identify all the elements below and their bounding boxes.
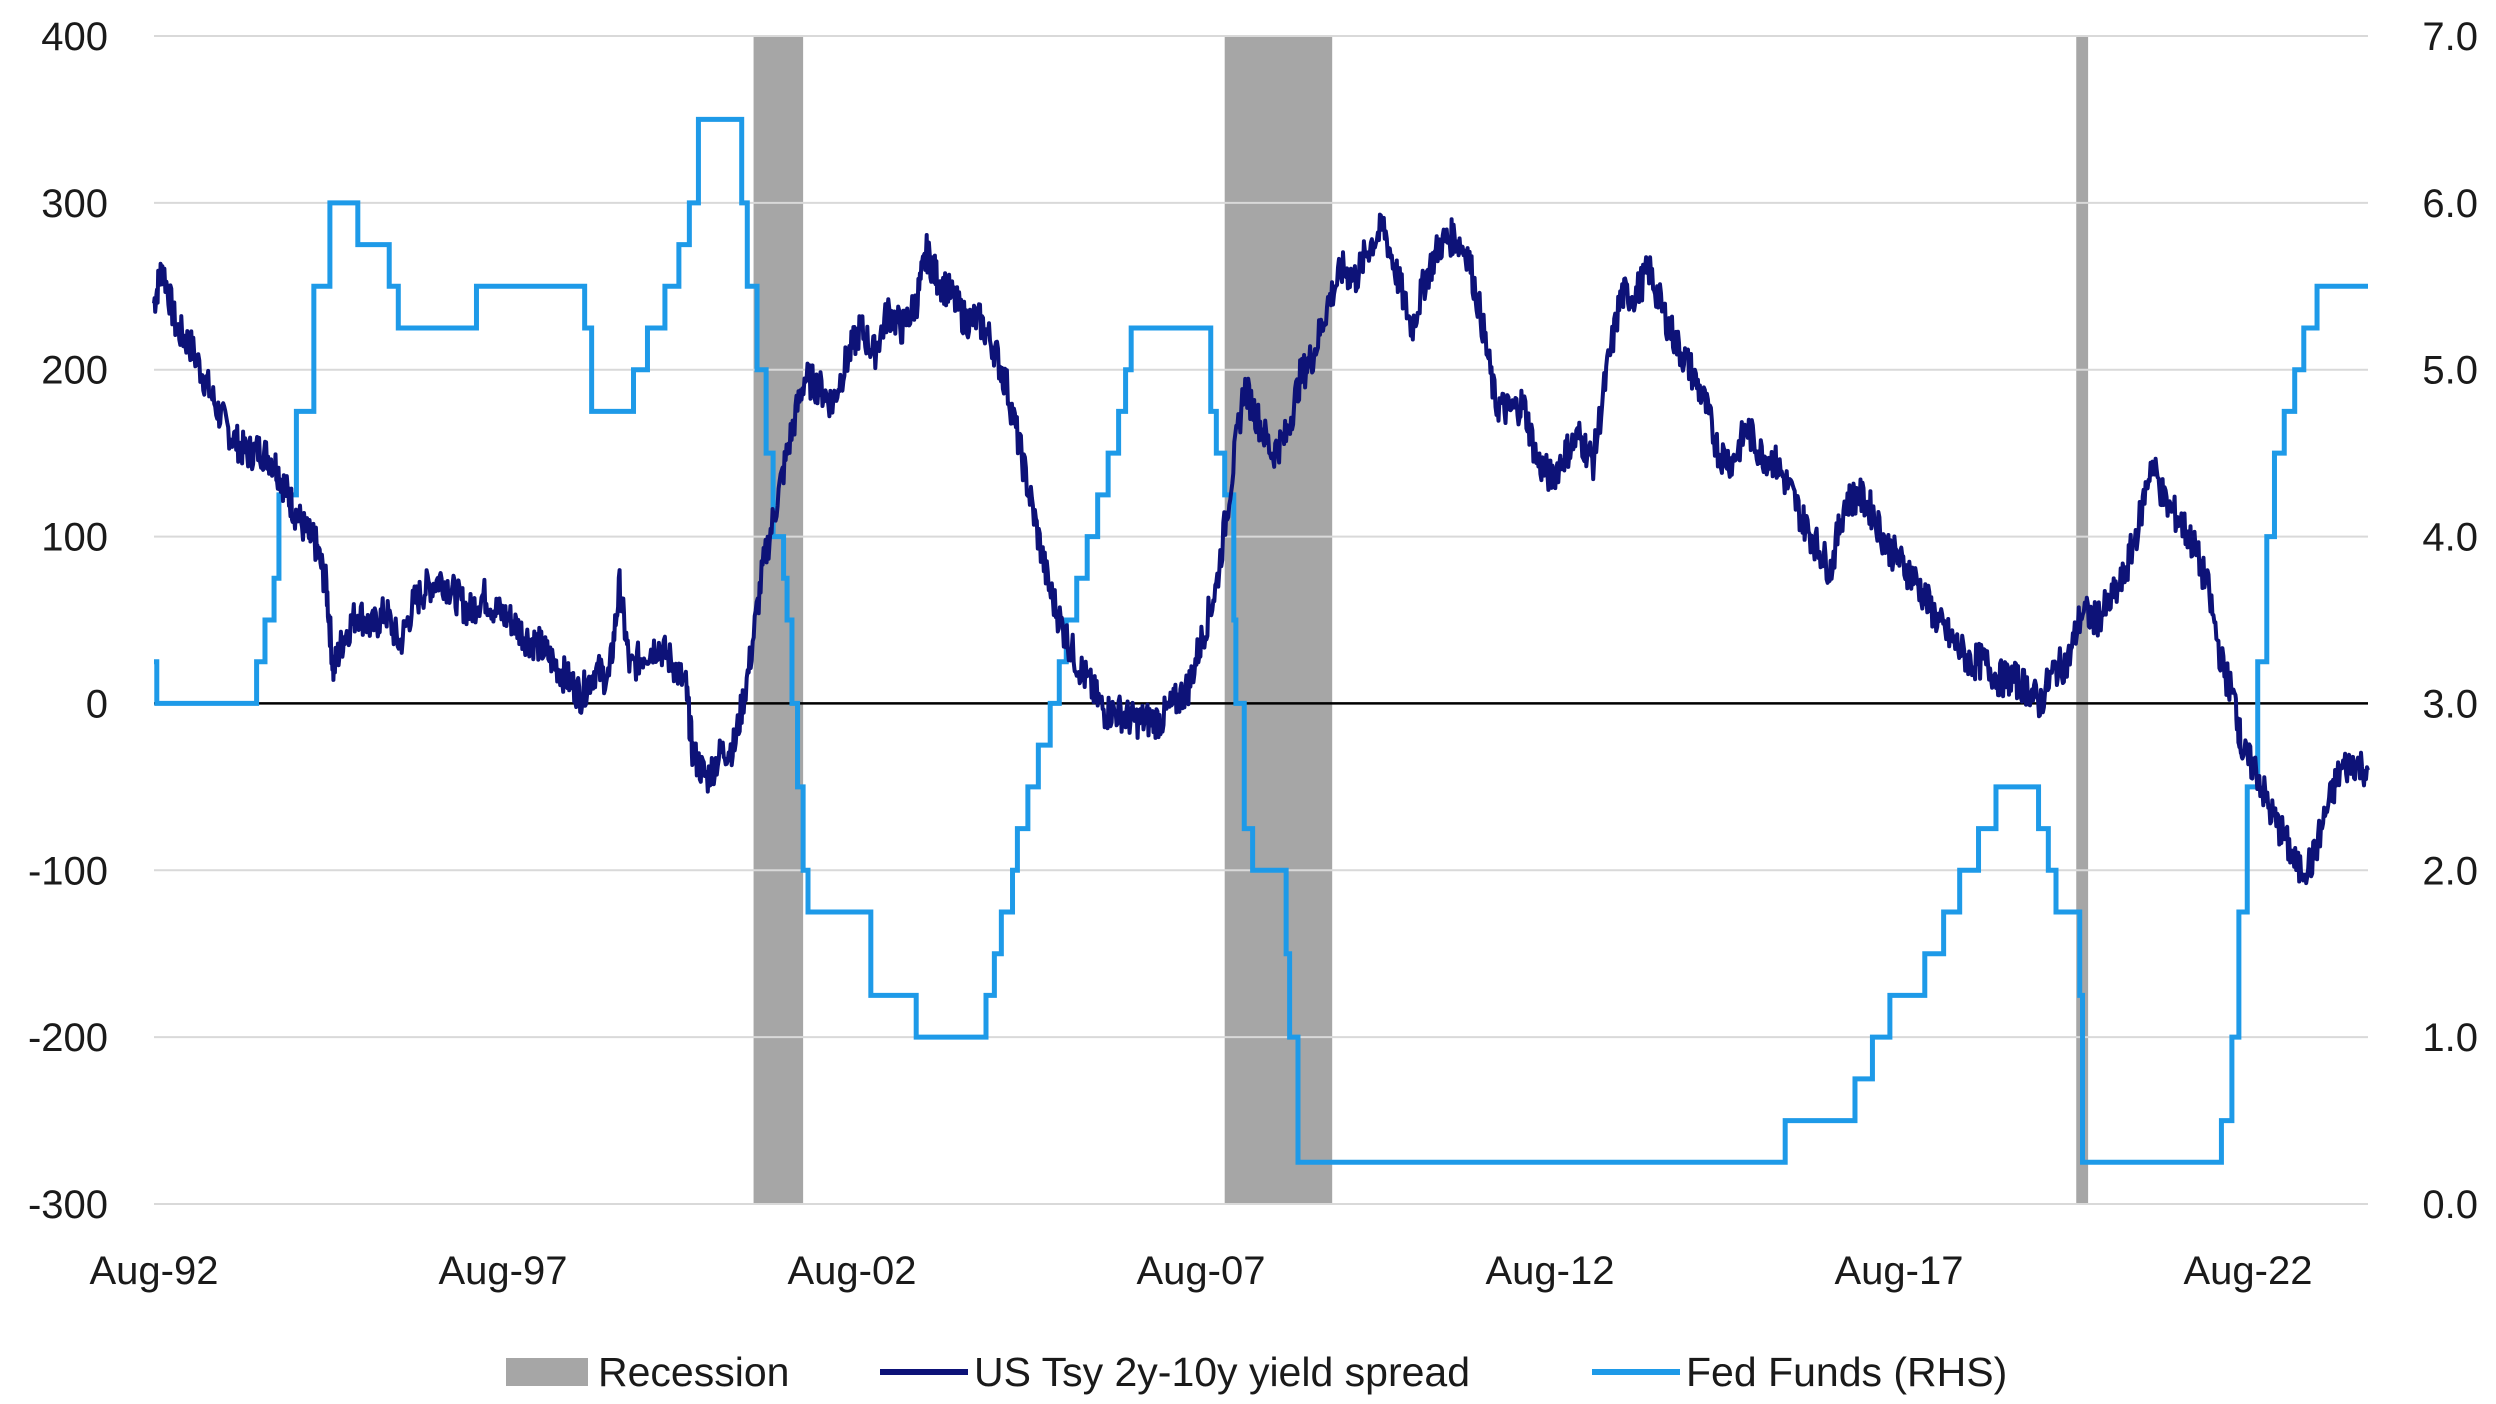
- right-tick-label: 7.0: [2422, 15, 2478, 59]
- recession-band-1: [753, 36, 804, 1204]
- x-tick-label: Aug-07: [1136, 1249, 1265, 1293]
- right-tick-label: 0.0: [2422, 1183, 2478, 1227]
- right-tick-label: 5.0: [2422, 349, 2478, 393]
- x-axis-tick-labels: Aug-92 Aug-97 Aug-02 Aug-07 Aug-12 Aug-17 Aug-…: [90, 1249, 2313, 1293]
- recession-band-2: [1224, 36, 1333, 1204]
- yield-spread-line: [152, 212, 2370, 886]
- right-tick-label: 2.0: [2422, 849, 2478, 893]
- left-axis-tick-labels: 400 300 200 100 0 -100 -200 -300: [28, 15, 108, 1227]
- right-tick-label: 3.0: [2422, 682, 2478, 726]
- right-tick-label: 1.0: [2422, 1016, 2478, 1060]
- right-axis-tick-labels: 7.0 6.0 5.0 4.0 3.0 2.0 1.0 0.0: [2422, 15, 2478, 1227]
- right-tick-label: 6.0: [2422, 182, 2478, 226]
- legend: Recession US Tsy 2y-10y yield spread Fed…: [506, 1349, 2007, 1395]
- gridlines: [154, 35, 2368, 1205]
- legend-recession-swatch: [506, 1358, 588, 1386]
- legend-recession-label: Recession: [598, 1349, 789, 1395]
- left-tick-label: 0: [86, 682, 108, 726]
- left-tick-label: 100: [41, 516, 108, 560]
- x-tick-label: Aug-97: [438, 1249, 567, 1293]
- left-tick-label: 200: [41, 349, 108, 393]
- left-tick-label: -200: [28, 1016, 108, 1060]
- yield-spread-series: [152, 212, 2370, 886]
- left-tick-label: -100: [28, 849, 108, 893]
- left-tick-label: -300: [28, 1183, 108, 1227]
- x-tick-label: Aug-22: [2183, 1249, 2312, 1293]
- left-tick-label: 300: [41, 182, 108, 226]
- x-tick-label: Aug-92: [90, 1249, 219, 1293]
- x-tick-label: Aug-17: [1834, 1249, 1963, 1293]
- legend-fedfunds-label: Fed Funds (RHS): [1686, 1349, 2007, 1395]
- x-tick-label: Aug-12: [1485, 1249, 1614, 1293]
- right-tick-label: 4.0: [2422, 516, 2478, 560]
- x-tick-label: Aug-02: [787, 1249, 916, 1293]
- legend-spread-label: US Tsy 2y-10y yield spread: [974, 1349, 1470, 1395]
- left-tick-label: 400: [41, 15, 108, 59]
